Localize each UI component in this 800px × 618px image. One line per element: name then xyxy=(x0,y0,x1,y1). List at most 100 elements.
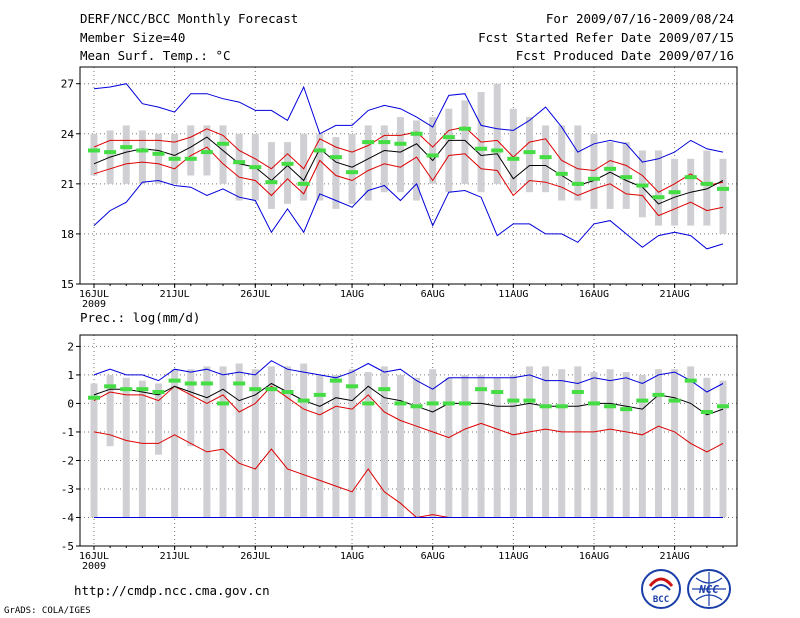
bcc-logo-text: BCC xyxy=(653,595,669,605)
obs-mark xyxy=(507,398,520,403)
spread-box xyxy=(719,158,727,234)
spread-box xyxy=(493,83,501,184)
y-tick-label: -1 xyxy=(61,426,74,439)
spread-box xyxy=(332,137,340,209)
obs-mark xyxy=(249,387,262,392)
spread-box xyxy=(284,142,292,204)
spread-box xyxy=(90,383,98,518)
x-tick-label: 11AUG xyxy=(498,289,528,300)
obs-mark xyxy=(426,401,439,406)
spread-box xyxy=(267,366,275,518)
obs-mark xyxy=(717,404,729,409)
year-label: 2009 xyxy=(82,299,106,310)
obs-mark xyxy=(120,387,133,392)
spread-box xyxy=(203,366,211,518)
series-line-upper xyxy=(93,385,724,453)
spread-box xyxy=(671,369,679,518)
y-tick-label: 18 xyxy=(61,228,74,241)
x-tick-label: 16AUG xyxy=(579,551,609,562)
ncc-logo: NCC xyxy=(687,569,731,609)
obs-mark xyxy=(346,170,359,175)
spread-box xyxy=(461,100,469,184)
spread-box xyxy=(396,117,404,193)
spread-box xyxy=(235,133,243,201)
obs-mark xyxy=(184,156,197,161)
obs-mark xyxy=(88,395,100,400)
obs-mark xyxy=(394,401,407,406)
y-tick-label: -3 xyxy=(61,483,74,496)
ncc-logo-text: NCC xyxy=(698,583,719,596)
x-tick-label: 1AUG xyxy=(340,551,364,562)
spread-box xyxy=(461,374,469,518)
obs-mark xyxy=(620,175,633,180)
x-tick-label: 11AUG xyxy=(498,551,528,562)
source-url[interactable]: http://cmdp.ncc.cma.gov.cn xyxy=(74,583,270,598)
spread-box xyxy=(90,133,98,176)
obs-mark xyxy=(217,401,230,406)
obs-mark xyxy=(604,166,617,171)
obs-mark xyxy=(168,378,181,383)
spread-box xyxy=(187,369,195,447)
spread-box xyxy=(122,377,130,518)
spread-box xyxy=(638,374,646,518)
obs-mark xyxy=(539,404,552,409)
obs-mark xyxy=(329,155,342,160)
obs-mark xyxy=(491,148,504,153)
obs-mark xyxy=(700,181,713,186)
y-tick-label: 24 xyxy=(61,128,75,141)
series-line-upper xyxy=(93,126,724,193)
spread-box xyxy=(187,125,195,176)
series-line-mean xyxy=(93,382,724,416)
obs-mark xyxy=(88,148,100,153)
series-line-max xyxy=(93,360,724,393)
x-tick-label: 16JUL xyxy=(79,551,109,562)
spread-box xyxy=(251,369,259,518)
spread-box xyxy=(364,372,372,518)
obs-mark xyxy=(184,381,197,386)
obs-mark xyxy=(362,401,375,406)
spread-box xyxy=(380,366,388,518)
y-tick-label: 27 xyxy=(61,78,74,91)
spread-box xyxy=(719,380,727,518)
series-line-lower xyxy=(93,146,724,217)
obs-mark xyxy=(587,401,600,406)
spread-box xyxy=(155,133,163,184)
spread-box xyxy=(509,374,517,518)
obs-mark xyxy=(555,404,568,409)
obs-mark xyxy=(200,150,213,155)
bcc-logo: BCC xyxy=(641,569,681,609)
spread-box xyxy=(300,133,308,201)
spread-box xyxy=(300,363,308,518)
obs-mark xyxy=(620,407,633,412)
spread-box xyxy=(654,369,662,518)
precip-label: Prec.: log(mm/d) xyxy=(80,310,201,325)
y-tick-label: 1 xyxy=(67,369,74,382)
x-tick-label: 6AUG xyxy=(421,289,445,300)
obs-mark xyxy=(571,390,584,395)
obs-mark xyxy=(442,135,455,140)
obs-mark xyxy=(636,398,649,403)
obs-mark xyxy=(604,404,617,409)
obs-mark xyxy=(426,153,439,158)
plot-frame xyxy=(79,334,738,547)
obs-mark xyxy=(571,181,584,186)
obs-mark xyxy=(104,384,117,389)
spread-box xyxy=(219,125,227,184)
obs-mark xyxy=(281,390,294,395)
obs-mark xyxy=(394,141,407,146)
obs-mark xyxy=(152,390,165,395)
obs-mark xyxy=(717,186,729,191)
obs-mark xyxy=(668,190,681,195)
obs-mark xyxy=(265,180,278,185)
obs-mark xyxy=(539,155,552,160)
spread-box xyxy=(429,117,437,184)
spread-box xyxy=(138,130,146,184)
obs-mark xyxy=(410,131,423,136)
obs-mark xyxy=(233,381,246,386)
obs-mark xyxy=(475,387,488,392)
obs-mark xyxy=(507,156,520,161)
obs-mark xyxy=(281,161,294,166)
spread-box xyxy=(590,372,598,518)
y-tick-label: -2 xyxy=(61,454,74,467)
spread-box xyxy=(703,150,711,226)
